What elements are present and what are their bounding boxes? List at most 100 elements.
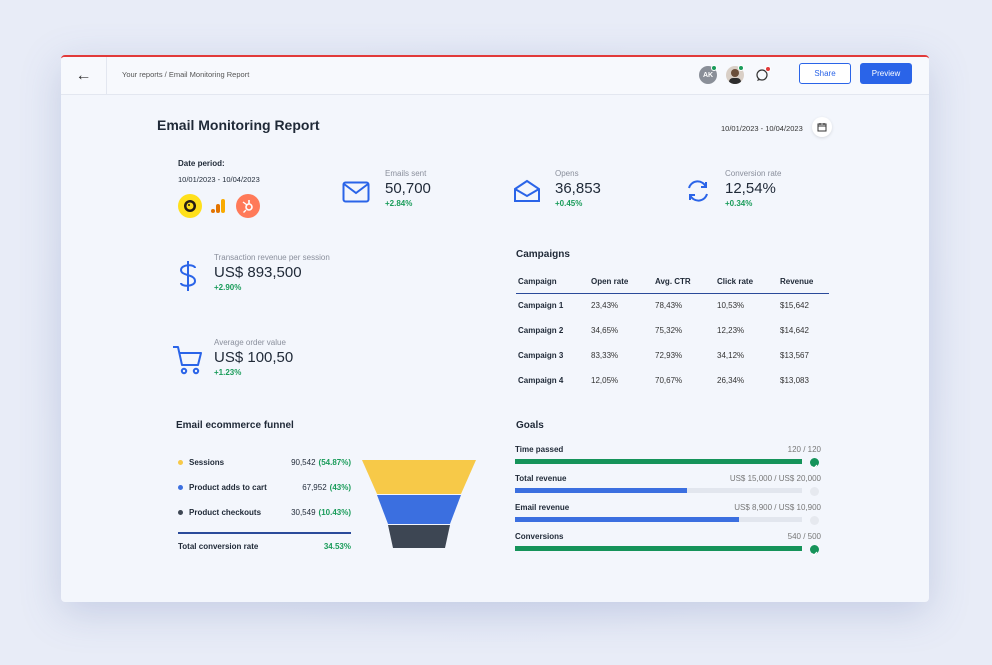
kpi-change: +0.34% [725,199,753,208]
goal-progress-fill [515,459,802,464]
kpi-label: Transaction revenue per session [214,253,330,262]
column-header[interactable]: Campaign [516,273,589,294]
date-range[interactable]: 10/01/2023 - 10/04/2023 [721,124,803,133]
total-conversion-value: 34.53% [323,542,351,551]
goal-value: 540 / 500 [787,532,821,541]
table-cell: $15,642 [780,301,809,311]
notification-dot [765,66,771,72]
comments-icon[interactable] [754,67,770,83]
goal-progress-fill [515,517,739,522]
goal-value: 120 / 120 [787,445,821,454]
kpi-value: 36,853 [555,180,601,197]
table-cell: $13,567 [780,351,809,360]
kpi-value: 12,54% [725,180,776,197]
table-cell: 75,32% [655,326,683,335]
campaigns-table: Campaign Open rate Avg. CTR Click rate R… [516,273,829,393]
goal-item: Total revenue US$ 15,000 / US$ 20,000 [515,474,821,496]
envelope-icon [342,181,370,203]
goal-label: Total revenue [515,474,567,483]
date-period-label: Date period: [178,159,225,168]
top-bar: ← Your reports / Email Monitoring Report… [61,57,929,95]
column-header[interactable]: Open rate [589,273,653,294]
pending-circle-icon [810,516,819,525]
goal-item: Time passed 120 / 120 [515,445,821,470]
refresh-cycle-icon [688,180,708,202]
funnel-stage-adds-to-cart [377,495,461,524]
campaign-name: Campaign 1 [518,301,564,311]
campaign-name: Campaign 3 [518,351,564,360]
table-cell: 70,67% [655,376,683,385]
funnel-title: Email ecommerce funnel [176,420,294,431]
hubspot-icon [236,194,260,218]
goal-progress-fill [515,488,688,493]
table-row: Campaign 3 83,33% 72,93% 34,12% $13,567 [516,343,829,368]
back-arrow-icon[interactable]: ← [61,57,107,95]
table-cell: $13,083 [780,376,809,385]
campaigns-title: Campaigns [516,249,570,260]
table-cell: $14,642 [780,326,809,335]
campaign-name: Campaign 2 [518,326,564,335]
funnel-percent: (54.87%) [318,458,351,467]
pending-circle-icon [810,487,819,496]
column-header[interactable]: Revenue [778,273,829,294]
legend-bullet [178,510,183,515]
google-analytics-icon [206,194,230,218]
breadcrumb[interactable]: Your reports / Email Monitoring Report [122,70,250,79]
avatar-initials: AK [702,71,714,79]
goal-progress-track [515,488,802,493]
preview-button[interactable]: Preview [860,63,912,84]
table-cell: 78,43% [655,301,683,311]
table-cell: 10,53% [717,301,745,311]
table-header-row: Campaign Open rate Avg. CTR Click rate R… [516,273,829,294]
table-cell: 34,12% [717,351,745,360]
column-header[interactable]: Avg. CTR [653,273,715,294]
goal-value: US$ 15,000 / US$ 20,000 [729,474,821,483]
funnel-row-sessions: Sessions 90,542 (54.87%) [178,458,351,467]
funnel-row-adds-to-cart: Product adds to cart 67,952 (43%) [178,483,351,492]
share-button[interactable]: Share [799,63,851,84]
goal-progress-track [515,517,802,522]
kpi-change: +2.84% [385,199,413,208]
funnel-label: Sessions [189,458,225,467]
open-envelope-icon [514,179,540,202]
goal-item: Conversions 540 / 500 [515,532,821,557]
total-conversion-row: Total conversion rate 34.53% [178,542,351,551]
funnel-divider [178,532,351,534]
table-cell: 12,23% [717,326,745,335]
kpi-label: Opens [555,169,579,178]
table-cell: 12,05% [591,376,619,385]
kpi-change: +0.45% [555,199,583,208]
campaign-name: Campaign 4 [518,376,564,385]
kpi-label: Emails sent [385,169,427,178]
kpi-value: US$ 893,500 [214,264,302,281]
table-row: Campaign 2 34,65% 75,32% 12,23% $14,642 [516,318,829,343]
total-conversion-label: Total conversion rate [178,542,259,551]
column-header[interactable]: Click rate [715,273,778,294]
legend-bullet [178,460,183,465]
funnel-row-checkouts: Product checkouts 30,549 (10.43%) [178,508,351,517]
legend-bullet [178,485,183,490]
table-cell: 26,34% [717,376,745,385]
funnel-percent: (10.43%) [318,508,351,517]
goal-progress-fill [515,546,802,551]
online-status-dot [738,65,744,71]
goal-item: Email revenue US$ 8,900 / US$ 10,900 [515,503,821,525]
shopping-cart-icon [173,346,202,375]
table-cell: 83,33% [591,351,619,360]
funnel-value: 67,952 [302,483,327,492]
mailchimp-icon [178,194,202,218]
date-period-value: 10/01/2023 - 10/04/2023 [178,175,260,184]
kpi-value: US$ 100,50 [214,349,294,366]
funnel-value: 90,542 [291,458,316,467]
goal-label: Conversions [515,532,564,541]
calendar-icon[interactable] [812,117,832,137]
goal-progress-track [515,459,802,464]
table-cell: 34,65% [591,326,619,335]
goal-value: US$ 8,900 / US$ 10,900 [734,503,821,512]
online-status-dot [711,65,717,71]
kpi-value: 50,700 [385,180,431,197]
funnel-stage-checkouts [388,525,450,548]
funnel-value: 30,549 [291,508,316,517]
report-window: ← Your reports / Email Monitoring Report… [61,55,929,602]
funnel-label: Product checkouts [189,508,262,517]
